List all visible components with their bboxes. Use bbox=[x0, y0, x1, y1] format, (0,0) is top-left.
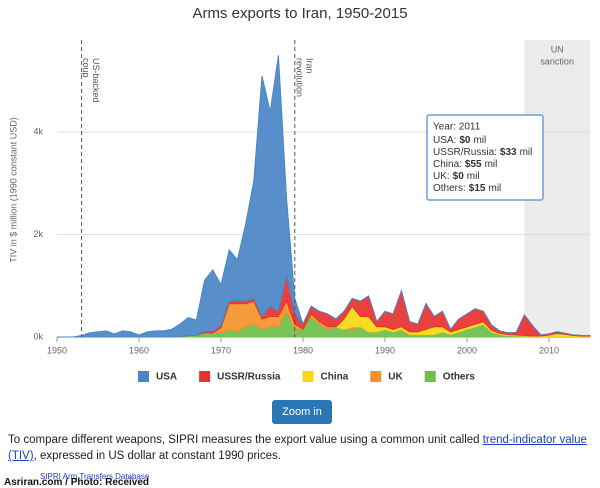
tooltip-value: $0 bbox=[453, 171, 465, 182]
footer: To compare different weapons, SIPRI meas… bbox=[8, 432, 593, 464]
x-tick-label: 1950 bbox=[47, 345, 67, 355]
legend-label: China bbox=[320, 372, 348, 383]
tooltip-label: Others: bbox=[433, 183, 466, 194]
tooltip-line: China: $55 mil bbox=[433, 159, 497, 170]
tooltip-line: USA: $0 mil bbox=[433, 135, 486, 146]
footer-link[interactable]: trend-indicator value (TIV) bbox=[8, 434, 587, 462]
y-axis-label: TIV in $ million (1990 constant USD) bbox=[8, 117, 18, 263]
legend-swatch bbox=[302, 371, 314, 382]
tooltip-unit: mil bbox=[488, 183, 501, 194]
tooltip-value: $55 bbox=[465, 159, 482, 170]
tooltip-value: $0 bbox=[459, 135, 471, 146]
annotation-label: coup bbox=[81, 58, 91, 78]
tooltip-line: Others: $15 mil bbox=[433, 183, 501, 194]
y-tick-label: 0k bbox=[33, 331, 43, 341]
area bbox=[57, 55, 590, 338]
band-label: UN bbox=[551, 44, 564, 54]
band-label: sanction bbox=[540, 56, 574, 66]
tooltip-value: $15 bbox=[469, 183, 486, 194]
tooltip-unit: mil bbox=[473, 135, 486, 146]
legend-label: Others bbox=[443, 372, 476, 383]
tooltip-label: USSR/Russia: bbox=[433, 147, 497, 158]
annotation-label: Iran bbox=[304, 58, 314, 74]
x-tick-label: 1970 bbox=[211, 345, 231, 355]
tooltip-label: UK: bbox=[433, 171, 450, 182]
annotation-label: US-backed bbox=[91, 58, 101, 103]
chart-title: Arms exports to Iran, 1950-2015 bbox=[192, 5, 407, 22]
tooltip-unit: mil bbox=[467, 171, 480, 182]
legend-label: USA bbox=[156, 372, 177, 383]
tooltip-value: $33 bbox=[500, 147, 517, 158]
tooltip-unit: mil bbox=[520, 147, 533, 158]
tooltip-title: Year: 2011 bbox=[433, 122, 481, 133]
x-tick-label: 1990 bbox=[375, 345, 395, 355]
legend-swatch bbox=[138, 371, 149, 382]
x-tick-label: 1980 bbox=[293, 345, 313, 355]
tooltip-line: UK: $0 mil bbox=[433, 171, 480, 182]
x-tick-label: 1960 bbox=[129, 345, 149, 355]
footer-text: To compare different weapons, SIPRI meas… bbox=[8, 434, 483, 446]
x-tick-label: 2000 bbox=[457, 345, 477, 355]
zoom-button[interactable]: Zoom in bbox=[272, 400, 332, 424]
tooltip-line: USSR/Russia: $33 mil bbox=[433, 147, 532, 158]
chart: Arms exports to Iran, 1950-2015 TIV in $… bbox=[8, 5, 591, 383]
tooltip-unit: mil bbox=[485, 159, 498, 170]
y-tick-label: 2k bbox=[33, 229, 43, 239]
legend-swatch bbox=[199, 371, 211, 382]
footer-text: , expressed in US dollar at constant 199… bbox=[33, 450, 281, 462]
y-tick-label: 4k bbox=[33, 127, 43, 137]
credit: Asriran.com / Photo: Received bbox=[4, 477, 150, 488]
legend-swatch bbox=[370, 371, 382, 382]
credit: SIPRI Arm Transfers Database bbox=[40, 472, 150, 481]
x-tick-label: 2010 bbox=[539, 345, 559, 355]
annotation-label: revolution bbox=[294, 58, 304, 97]
legend-swatch bbox=[424, 371, 436, 382]
tooltip-label: USA: bbox=[433, 135, 456, 146]
legend-label: USSR/Russia bbox=[217, 372, 281, 383]
legend-label: UK bbox=[388, 372, 403, 383]
tooltip-label: China: bbox=[433, 159, 462, 170]
tooltip-box bbox=[426, 114, 544, 201]
